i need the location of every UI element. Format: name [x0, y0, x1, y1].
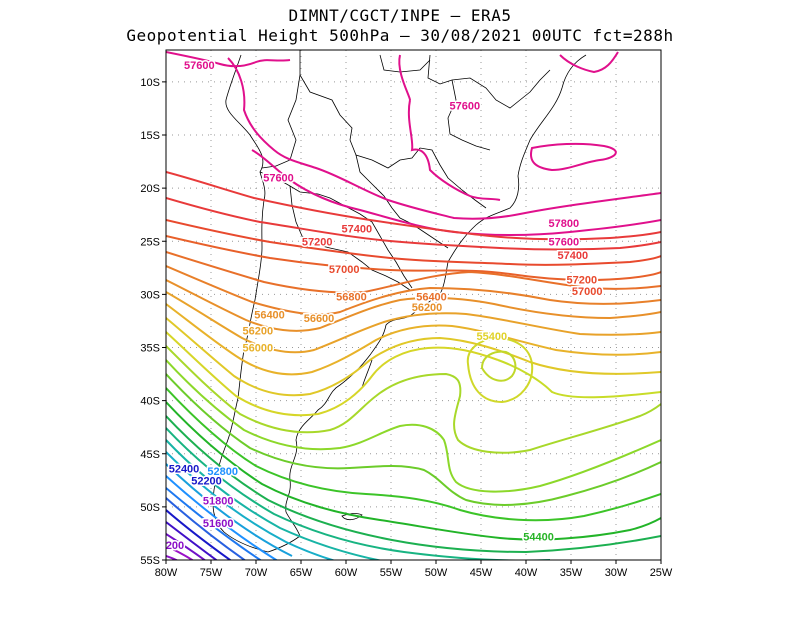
- title-line-2: Geopotential Height 500hPa – 30/08/2021 …: [126, 26, 674, 45]
- lat-tick-label: 35S: [140, 343, 160, 355]
- lat-tick-label: 10S: [140, 77, 160, 89]
- lat-tick-label: 25S: [140, 236, 160, 248]
- contour-label: 200: [166, 540, 184, 552]
- contour-label: 57800: [549, 218, 580, 230]
- contour-label: 52400: [169, 464, 200, 476]
- contour-label: 57600: [263, 173, 294, 185]
- contour-labels: 57600 57600 57600 57800 57600 57400 57200 57400…: [166, 58, 604, 553]
- lon-tick-label: 70W: [245, 567, 268, 579]
- contour-label: 57600: [549, 236, 580, 248]
- contour-label: 52800: [207, 466, 238, 478]
- contour-label: 56800: [336, 292, 367, 304]
- contour-label: 57600: [450, 100, 481, 112]
- lon-tick-label: 40W: [515, 567, 538, 579]
- lat-tick-label: 40S: [140, 396, 160, 408]
- contour-label: 56400: [416, 292, 447, 304]
- lat-tick-label: 55S: [140, 555, 160, 567]
- contour-label: 56600: [304, 313, 335, 325]
- contour-label: 52200: [191, 475, 222, 487]
- height-contours: [166, 51, 661, 560]
- lat-tick-label: 50S: [140, 502, 160, 514]
- contour-label: 56200: [243, 326, 274, 338]
- lat-tick-label: 20S: [140, 183, 160, 195]
- contour-label: 57200: [567, 275, 598, 287]
- axis-ticks: 80W 75W 70W 65W 60W 55W 50W 45W 40W 35W 30W 25W 10S 1…: [140, 77, 673, 579]
- contour-label: 54400: [523, 532, 554, 544]
- lon-tick-label: 75W: [200, 567, 223, 579]
- lon-tick-label: 65W: [290, 567, 313, 579]
- lon-tick-label: 60W: [335, 567, 358, 579]
- title-line-1: DIMNT/CGCT/INPE – ERA5: [288, 6, 512, 25]
- contour-label: 57200: [302, 236, 333, 248]
- contour-label: 56400: [254, 310, 285, 322]
- coastlines: [212, 50, 587, 553]
- contour-label: 57000: [329, 264, 360, 276]
- contour-label: 57400: [342, 224, 373, 236]
- lon-tick-label: 35W: [560, 567, 583, 579]
- contour-label: 56000: [243, 343, 274, 355]
- lon-tick-label: 80W: [155, 567, 178, 579]
- lon-tick-label: 25W: [650, 567, 673, 579]
- lon-tick-label: 45W: [470, 567, 493, 579]
- contour-label: 57600: [184, 60, 215, 72]
- contour-label: 57000: [572, 286, 603, 298]
- contour-label: 51600: [203, 518, 234, 530]
- lon-tick-label: 30W: [605, 567, 628, 579]
- contour-label: 51800: [203, 496, 234, 508]
- lat-tick-label: 30S: [140, 289, 160, 301]
- contour-label: 56200: [412, 302, 443, 314]
- map-frame: [165, 49, 662, 561]
- lat-tick-label: 45S: [140, 449, 160, 461]
- lon-tick-label: 55W: [380, 567, 403, 579]
- contour-label: 57400: [558, 250, 589, 262]
- lat-tick-label: 15S: [140, 130, 160, 142]
- map-gridlines: [166, 50, 661, 560]
- contour-label: 55400: [477, 331, 508, 343]
- lon-tick-label: 50W: [425, 567, 448, 579]
